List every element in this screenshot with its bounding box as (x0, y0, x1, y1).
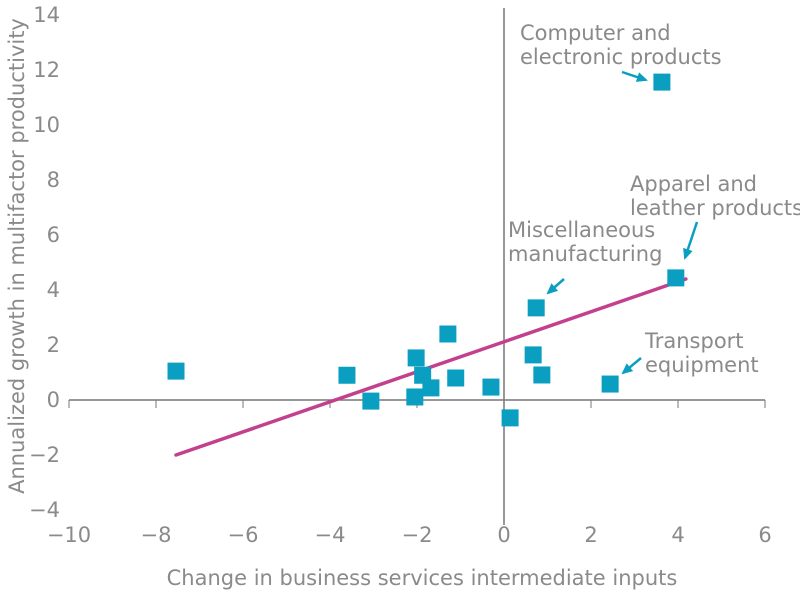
y-tick-label: 6 (47, 223, 60, 247)
annotation-label: Miscellaneous (508, 218, 655, 242)
data-point (447, 369, 465, 387)
data-point (338, 366, 356, 384)
annotation-label: Transport (644, 329, 744, 353)
data-point (407, 349, 425, 367)
data-point (601, 375, 619, 393)
x-tick-label: −6 (228, 523, 259, 547)
x-tick-label: −8 (141, 523, 172, 547)
annotation-label: electronic products (520, 45, 722, 69)
data-point (167, 362, 185, 380)
x-tick-label: −4 (315, 523, 346, 547)
annotation-label: equipment (645, 353, 759, 377)
y-tick-label: 2 (47, 333, 60, 357)
data-point (406, 388, 424, 406)
data-point (362, 392, 380, 410)
y-tick-label: 0 (47, 388, 60, 412)
y-tick-label: 8 (47, 168, 60, 192)
data-point (653, 73, 671, 91)
y-tick-label: −4 (29, 498, 60, 522)
y-tick-label: 14 (33, 3, 60, 27)
y-axis-label: Annualized growth in multifactor product… (5, 18, 29, 494)
annotation-label: Computer and (520, 21, 671, 45)
arrow-head-icon (546, 283, 559, 295)
arrow-head-icon (683, 247, 693, 260)
arrow-head-icon (621, 363, 634, 375)
x-tick-label: 0 (497, 523, 510, 547)
y-tick-label: 4 (47, 278, 60, 302)
annotation-label: Apparel and (630, 172, 757, 196)
x-tick-label: −2 (402, 523, 433, 547)
data-point (524, 346, 542, 364)
data-point (422, 379, 440, 397)
x-tick-label: 2 (584, 523, 597, 547)
x-axis-label: Change in business services intermediate… (167, 566, 678, 590)
annotation-label: manufacturing (508, 242, 662, 266)
data-point (439, 325, 457, 343)
y-tick-label: 12 (33, 58, 60, 82)
data-point (533, 366, 551, 384)
x-tick-label: 4 (671, 523, 684, 547)
data-point (501, 409, 519, 427)
annotation-label: leather products (630, 196, 800, 220)
data-point (482, 378, 500, 396)
x-tick-label: −10 (47, 523, 91, 547)
arrow-head-icon (635, 72, 648, 82)
x-tick-label: 6 (758, 523, 771, 547)
data-point (527, 299, 545, 317)
data-point (667, 269, 685, 287)
y-tick-label: 10 (33, 113, 60, 137)
y-tick-label: −2 (29, 443, 60, 467)
